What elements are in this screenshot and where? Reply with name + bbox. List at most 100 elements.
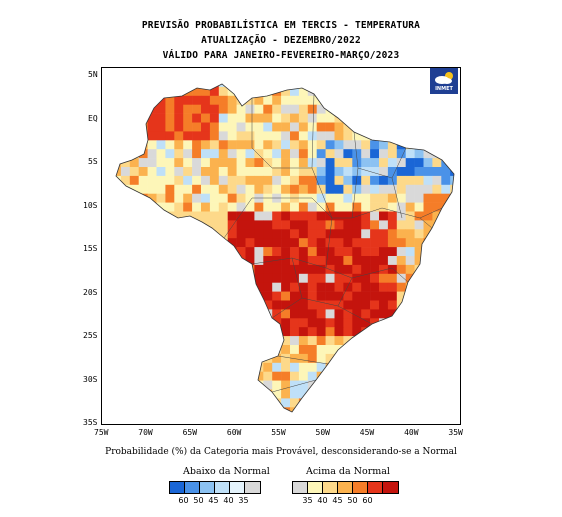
probability-cell <box>414 202 424 212</box>
probability-cell <box>209 167 220 177</box>
probability-cell <box>129 184 139 194</box>
probability-cell <box>325 175 335 186</box>
probability-cell <box>209 113 220 123</box>
probability-cell <box>343 238 353 248</box>
probability-cell <box>201 113 211 123</box>
lat-label: EQ <box>88 113 98 123</box>
probability-cell <box>192 86 202 97</box>
probability-cell <box>423 202 433 212</box>
probability-cell <box>441 193 451 203</box>
probability-cell <box>414 167 424 177</box>
probability-cell <box>370 229 380 239</box>
probability-cell <box>352 300 362 310</box>
probability-cell <box>236 229 246 239</box>
probability-cell <box>316 104 326 114</box>
probability-cell <box>201 86 211 97</box>
probability-cell <box>307 336 317 346</box>
probability-cell <box>414 229 424 239</box>
probability-cell <box>352 202 362 212</box>
probability-cell <box>405 175 415 186</box>
probability-cell <box>325 336 335 346</box>
probability-cell <box>218 122 228 132</box>
probability-cell <box>316 247 326 257</box>
probability-cell <box>316 113 326 123</box>
probability-cell <box>414 158 424 168</box>
probability-cell <box>441 175 451 186</box>
probability-cell <box>218 184 228 194</box>
probability-cell <box>183 95 193 105</box>
probability-cell <box>183 131 193 141</box>
probability-cell <box>254 247 264 257</box>
probability-cell <box>334 184 344 194</box>
probability-cell <box>263 175 273 186</box>
probability-cell <box>298 167 309 177</box>
probability-cell <box>209 86 220 97</box>
probability-cell <box>325 345 335 355</box>
probability-cell <box>316 353 326 364</box>
probability-cell <box>254 238 264 248</box>
probability-cell <box>290 318 300 328</box>
probability-cell <box>343 229 353 239</box>
probability-cell <box>334 131 344 141</box>
probability-cell <box>138 167 148 177</box>
probability-cell <box>254 264 264 275</box>
probability-cell <box>298 309 309 319</box>
probability-cell <box>307 202 317 212</box>
probability-cell <box>298 371 309 381</box>
probability-cell <box>174 158 184 168</box>
probability-cell <box>414 149 424 159</box>
probability-cell <box>290 264 300 275</box>
probability-cell <box>254 167 264 177</box>
probability-cell <box>236 104 246 114</box>
probability-cell <box>361 193 371 203</box>
probability-cell <box>245 140 255 150</box>
probability-cell <box>183 104 193 114</box>
lon-label: 55W <box>271 428 286 437</box>
probability-cell <box>361 211 371 221</box>
probability-cell <box>236 193 246 203</box>
probability-cell <box>192 193 202 203</box>
probability-cell <box>290 327 300 337</box>
probability-cell <box>298 273 309 283</box>
probability-cell <box>138 158 148 168</box>
probability-cell <box>352 229 362 239</box>
probability-cell <box>290 86 300 97</box>
probability-cell <box>201 95 211 105</box>
probability-cell <box>396 193 406 203</box>
probability-cell <box>290 238 300 248</box>
probability-cell <box>192 202 202 212</box>
probability-cell <box>334 158 344 168</box>
probability-cell <box>290 389 300 399</box>
probability-cell <box>361 264 371 275</box>
probability-cell <box>281 353 291 364</box>
probability-cell <box>281 140 291 150</box>
probability-cell <box>209 122 220 132</box>
probability-cell <box>334 309 344 319</box>
probability-cell <box>254 104 264 114</box>
probability-cell <box>156 175 166 186</box>
probability-cell <box>174 167 184 177</box>
probability-cell <box>316 238 326 248</box>
probability-cell <box>361 300 371 310</box>
probability-cell <box>263 211 273 221</box>
probability-cell <box>156 149 166 159</box>
probability-cell <box>298 122 309 132</box>
probability-cell <box>387 211 398 221</box>
probability-cell <box>361 318 371 328</box>
legend-tick-above: 40 <box>317 496 328 505</box>
probability-cell <box>334 282 344 292</box>
probability-cell <box>236 220 246 230</box>
inmet-logo-text: INMET <box>435 86 453 92</box>
probability-cell <box>316 184 326 194</box>
probability-cell <box>307 238 317 248</box>
probability-cell <box>325 309 335 319</box>
probability-cell <box>263 291 273 301</box>
probability-cell <box>272 273 282 283</box>
probability-cell <box>192 184 202 194</box>
probability-cell <box>272 175 282 186</box>
probability-cell <box>227 167 237 177</box>
lon-label: 75W <box>94 428 109 437</box>
legend-below-normal-bar <box>169 481 261 494</box>
probability-cell <box>316 327 326 337</box>
probability-cell <box>201 131 211 141</box>
